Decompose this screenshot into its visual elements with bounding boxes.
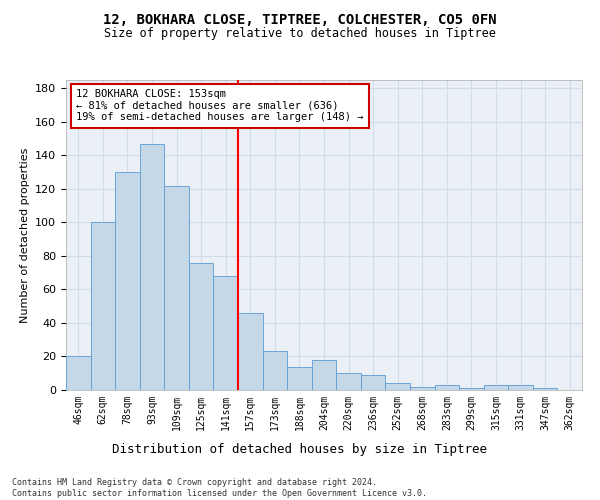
Bar bbox=[115, 172, 140, 390]
Text: Contains HM Land Registry data © Crown copyright and database right 2024.
Contai: Contains HM Land Registry data © Crown c… bbox=[12, 478, 427, 498]
Bar bbox=[263, 352, 287, 390]
Text: Distribution of detached houses by size in Tiptree: Distribution of detached houses by size … bbox=[113, 442, 487, 456]
Bar bbox=[238, 313, 263, 390]
Y-axis label: Number of detached properties: Number of detached properties bbox=[20, 148, 29, 322]
Bar bbox=[361, 375, 385, 390]
Bar bbox=[508, 385, 533, 390]
Text: 12 BOKHARA CLOSE: 153sqm
← 81% of detached houses are smaller (636)
19% of semi-: 12 BOKHARA CLOSE: 153sqm ← 81% of detach… bbox=[76, 90, 364, 122]
Bar bbox=[312, 360, 336, 390]
Bar bbox=[66, 356, 91, 390]
Text: 12, BOKHARA CLOSE, TIPTREE, COLCHESTER, CO5 0FN: 12, BOKHARA CLOSE, TIPTREE, COLCHESTER, … bbox=[103, 12, 497, 26]
Bar bbox=[385, 384, 410, 390]
Bar bbox=[164, 186, 189, 390]
Text: Size of property relative to detached houses in Tiptree: Size of property relative to detached ho… bbox=[104, 28, 496, 40]
Bar bbox=[287, 366, 312, 390]
Bar bbox=[434, 385, 459, 390]
Bar bbox=[410, 386, 434, 390]
Bar bbox=[214, 276, 238, 390]
Bar bbox=[336, 373, 361, 390]
Bar bbox=[140, 144, 164, 390]
Bar bbox=[189, 262, 214, 390]
Bar bbox=[484, 385, 508, 390]
Bar bbox=[459, 388, 484, 390]
Bar bbox=[533, 388, 557, 390]
Bar bbox=[91, 222, 115, 390]
